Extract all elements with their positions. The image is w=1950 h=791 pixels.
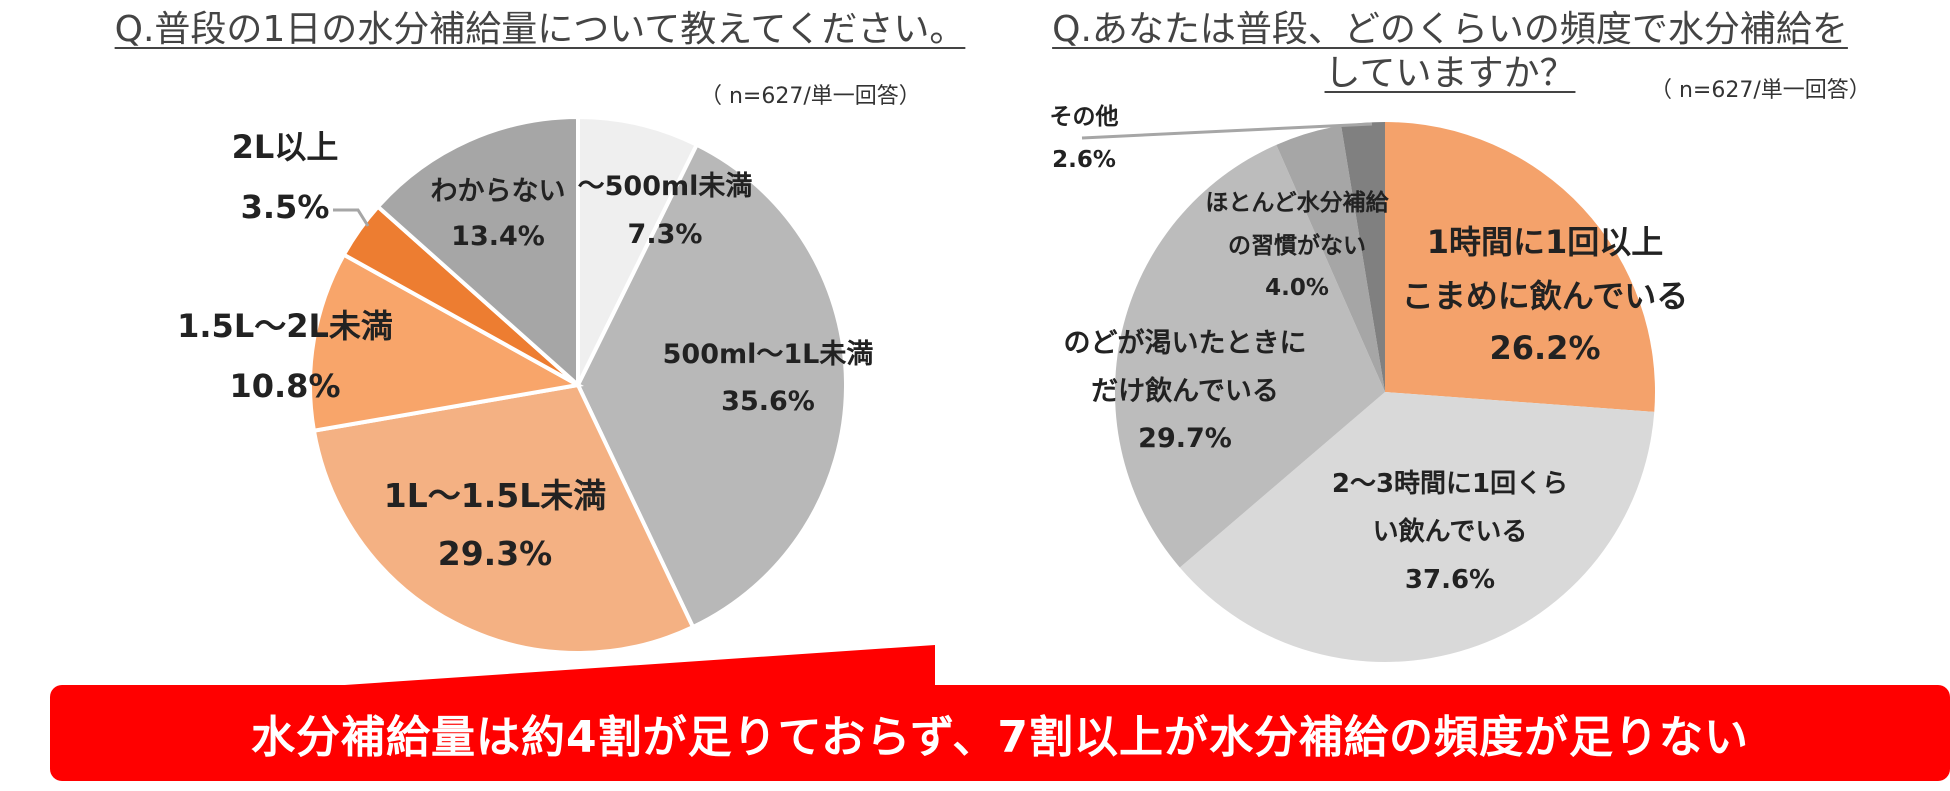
slice-label-2-3hours-1: 2〜3時間に1回くら bbox=[1332, 469, 1568, 499]
slice-label-hourly-1: 1時間に1回以上 bbox=[1427, 223, 1664, 261]
chart2-sample-note: （ n=627/単一回答） bbox=[1650, 78, 1871, 103]
pie-slice-1 bbox=[575, 142, 848, 630]
leader-line-other bbox=[1081, 122, 1373, 140]
slice-label-500ml-1l: 500ml〜1L未満 bbox=[663, 339, 874, 370]
pie-slice-0 bbox=[1385, 122, 1656, 412]
leader-line-2l-over bbox=[333, 208, 370, 227]
slice-label-other: その他 bbox=[1050, 104, 1119, 130]
slice-value-500ml-1l: 35.6% bbox=[721, 386, 815, 417]
pie-slice-5 bbox=[375, 114, 580, 390]
slice-value-hourly: 26.2% bbox=[1489, 329, 1600, 367]
slice-label-hourly-2: こまめに飲んでいる bbox=[1402, 277, 1688, 315]
slice-value-under-500ml: 7.3% bbox=[628, 219, 703, 250]
slice-label-no-habit-1: ほとんど水分補給 bbox=[1205, 189, 1389, 216]
slice-label-unknown: わからない bbox=[431, 176, 566, 207]
pie-slice-1 bbox=[1179, 392, 1655, 663]
slice-label-2l-over: 2L以上 bbox=[232, 128, 339, 166]
slice-labels: 〜500ml未満 7.3% 500ml〜1L未満 35.6% 1L〜1.5L未満 29.3… bbox=[177, 104, 1688, 595]
slice-value-no-habit: 4.0% bbox=[1265, 275, 1329, 301]
pie-slice-2 bbox=[311, 382, 696, 655]
slice-value-1-5l-2l: 10.8% bbox=[229, 367, 340, 405]
chart2-title: Q.あなたは普段、どのくらいの頻度で水分補給を していますか？ bbox=[1052, 9, 1848, 94]
slice-label-1l-1-5l: 1L〜1.5L未満 bbox=[384, 476, 606, 515]
slice-value-unknown: 13.4% bbox=[451, 221, 545, 252]
chart1-sample-note: （ n=627/単一回答） bbox=[700, 84, 921, 109]
slice-value-other: 2.6% bbox=[1052, 147, 1116, 173]
slice-label-2-3hours-2: い飲んでいる bbox=[1373, 516, 1528, 547]
slice-value-2-3hours: 37.6% bbox=[1405, 565, 1495, 595]
pie-slice-4 bbox=[1341, 122, 1385, 392]
banner-callout-tail bbox=[300, 645, 935, 688]
slice-label-no-habit-2: の習慣がない bbox=[1228, 232, 1366, 259]
pie-slice-0 bbox=[576, 114, 700, 386]
pie-slice-3 bbox=[1276, 125, 1385, 392]
pie-chart-water-frequency bbox=[1115, 122, 1656, 663]
pie-slice-3 bbox=[308, 251, 584, 434]
slice-value-thirsty: 29.7% bbox=[1138, 423, 1232, 454]
chart1-title: Q.普段の1日の水分補給量について教えてください。 bbox=[114, 9, 966, 50]
slice-label-thirsty-1: のどが渇いたときに bbox=[1064, 327, 1307, 359]
slice-label-1-5l-2l: 1.5L〜2L未満 bbox=[177, 307, 393, 345]
pie-chart-water-amount bbox=[308, 114, 848, 655]
slice-label-under-500ml: 〜500ml未満 bbox=[578, 171, 753, 202]
summary-banner: 水分補給量は約4割が足りておらず、7割以上が水分補給の頻度が足りない bbox=[50, 685, 1950, 781]
pie-slice-2 bbox=[1115, 144, 1385, 568]
slice-value-2l-over: 3.5% bbox=[241, 188, 330, 226]
slice-label-thirsty-2: だけ飲んでいる bbox=[1091, 375, 1279, 407]
slice-value-1l-1-5l: 29.3% bbox=[438, 534, 553, 573]
